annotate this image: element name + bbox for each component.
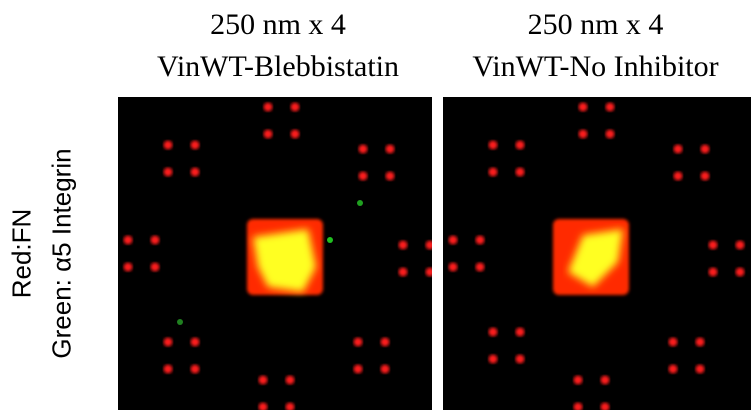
spot	[385, 144, 395, 154]
spot	[488, 327, 498, 337]
spot	[673, 171, 683, 181]
spot	[600, 375, 610, 385]
spot	[708, 267, 718, 277]
spot	[573, 402, 583, 410]
panel-title: 250 nm x 4	[210, 8, 346, 41]
spot	[190, 140, 200, 150]
spot	[380, 337, 390, 347]
spot	[735, 267, 745, 277]
spot	[695, 337, 705, 347]
spot	[398, 240, 408, 250]
spot	[515, 140, 525, 150]
y-label: Red:FN	[6, 208, 37, 299]
spot	[573, 375, 583, 385]
spot	[600, 402, 610, 410]
spot	[353, 364, 363, 374]
spot	[425, 267, 432, 277]
spot	[163, 167, 173, 177]
spot	[150, 235, 160, 245]
spot	[163, 337, 173, 347]
spot	[735, 240, 745, 250]
spot	[123, 262, 133, 272]
spot	[695, 364, 705, 374]
spot	[190, 167, 200, 177]
spot	[163, 364, 173, 374]
micrograph	[118, 97, 432, 410]
spot	[380, 364, 390, 374]
spot	[385, 171, 395, 181]
spot	[578, 102, 588, 112]
spot	[258, 402, 268, 410]
spot	[668, 337, 678, 347]
spot	[285, 402, 295, 410]
spot	[327, 237, 333, 243]
spot	[515, 167, 525, 177]
spot	[263, 129, 273, 139]
spot	[475, 235, 485, 245]
y-label: Green: α5 Integrin	[46, 148, 77, 359]
spot	[425, 240, 432, 250]
spot	[515, 327, 525, 337]
spot	[263, 102, 273, 112]
spot	[123, 235, 133, 245]
spot	[605, 129, 615, 139]
spot	[253, 229, 316, 292]
spot	[448, 262, 458, 272]
spot	[357, 200, 363, 206]
spot	[568, 229, 623, 287]
spot	[700, 144, 710, 154]
panel-subtitle: VinWT-Blebbistatin	[156, 50, 400, 83]
spot	[290, 102, 300, 112]
spot	[578, 129, 588, 139]
spot	[605, 102, 615, 112]
spot	[488, 140, 498, 150]
spot	[163, 140, 173, 150]
spot	[177, 319, 183, 325]
spot	[358, 171, 368, 181]
spot	[150, 262, 160, 272]
spot	[358, 144, 368, 154]
spot	[515, 354, 525, 364]
spot	[258, 375, 268, 385]
spot	[700, 171, 710, 181]
spot	[353, 337, 363, 347]
panel-subtitle: VinWT-No Inhibitor	[472, 50, 719, 83]
spot	[398, 267, 408, 277]
spot	[668, 364, 678, 374]
spot	[708, 240, 718, 250]
spot	[673, 144, 683, 154]
spot	[290, 129, 300, 139]
spot	[475, 262, 485, 272]
spot	[488, 167, 498, 177]
spot	[448, 235, 458, 245]
spot	[285, 375, 295, 385]
spot	[190, 364, 200, 374]
spot	[488, 354, 498, 364]
spot	[190, 337, 200, 347]
panel-title: 250 nm x 4	[527, 8, 664, 41]
micrograph	[443, 97, 751, 410]
